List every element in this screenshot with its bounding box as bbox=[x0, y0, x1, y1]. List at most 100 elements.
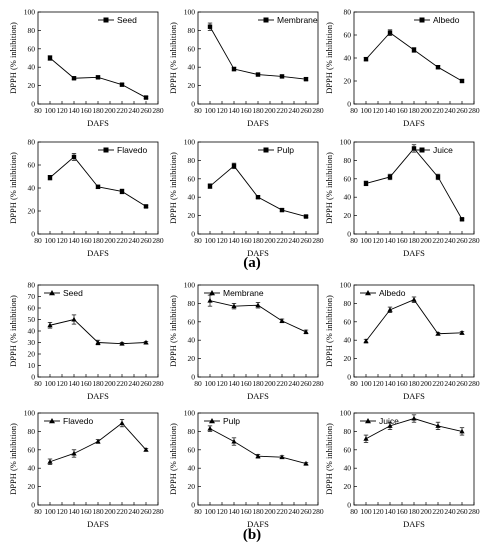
x-tick-label: 220 bbox=[276, 379, 288, 388]
data-point bbox=[303, 460, 309, 466]
data-point bbox=[119, 420, 125, 426]
x-tick-label: 220 bbox=[432, 106, 444, 115]
y-tick-label: 0 bbox=[31, 100, 35, 109]
y-tick-label: 20 bbox=[188, 81, 196, 90]
x-tick-label: 120 bbox=[56, 236, 68, 245]
y-tick-label: 60 bbox=[28, 304, 36, 313]
legend-label: Seed bbox=[117, 15, 137, 25]
x-tick-label: 180 bbox=[92, 507, 104, 516]
y-axis-label: DPPH (% inhibition) bbox=[168, 22, 178, 94]
y-tick-label: 0 bbox=[31, 373, 35, 382]
y-tick-label: 80 bbox=[344, 427, 352, 436]
y-tick-label: 40 bbox=[28, 184, 36, 193]
plot-frame bbox=[197, 284, 319, 378]
x-tick-label: 180 bbox=[408, 236, 420, 245]
x-tick-label: 280 bbox=[152, 507, 164, 516]
data-point bbox=[435, 330, 441, 336]
x-tick-label: 200 bbox=[420, 236, 432, 245]
data-point bbox=[279, 318, 285, 323]
legend-marker bbox=[103, 17, 109, 23]
y-tick-label: 80 bbox=[28, 138, 36, 147]
x-axis-label: DAFS bbox=[247, 519, 269, 529]
x-tick-label: 160 bbox=[240, 236, 252, 245]
x-tick-label: 120 bbox=[56, 379, 68, 388]
y-axis-label: DPPH (% inhibition) bbox=[8, 22, 18, 94]
data-point bbox=[95, 75, 101, 80]
y-tick-label: 20 bbox=[28, 350, 36, 359]
x-tick-label: 120 bbox=[216, 236, 228, 245]
x-tick-label: 160 bbox=[240, 507, 252, 516]
legend-marker bbox=[365, 418, 371, 424]
y-tick-label: 0 bbox=[347, 230, 351, 239]
data-point bbox=[47, 458, 53, 464]
x-tick-label: 200 bbox=[104, 507, 116, 516]
x-tick-label: 200 bbox=[264, 236, 276, 245]
x-tick-label: 240 bbox=[288, 106, 300, 115]
x-axis-label: DAFS bbox=[87, 391, 109, 401]
legend-label: Pulp bbox=[223, 416, 240, 426]
y-tick-label: 40 bbox=[28, 464, 36, 473]
x-tick-label: 120 bbox=[56, 507, 68, 516]
chart-a-juice: 80 100 120 140 160 180 200 220 240 260 28002040608… bbox=[324, 138, 480, 259]
y-tick-label: 20 bbox=[188, 482, 196, 491]
x-tick-label: 260 bbox=[456, 106, 468, 115]
x-tick-label: 180 bbox=[408, 106, 420, 115]
data-point bbox=[303, 76, 309, 82]
y-tick-label: 80 bbox=[344, 299, 352, 308]
x-tick-label: 200 bbox=[264, 507, 276, 516]
x-tick-label: 100 bbox=[44, 379, 56, 388]
y-tick-label: 80 bbox=[344, 156, 352, 165]
x-tick-label: 120 bbox=[216, 507, 228, 516]
x-tick-label: 160 bbox=[80, 507, 92, 516]
chart-a-albedo: 80 100 120 140 160 180 200 220 240 260 28002040608… bbox=[324, 8, 480, 129]
chart-b-membrane: 80 100 120 140 160 180 200 220 240 260 28002040608… bbox=[168, 281, 324, 402]
x-tick-label: 80 bbox=[34, 106, 42, 115]
x-tick-label: 140 bbox=[68, 106, 80, 115]
x-tick-label: 120 bbox=[372, 507, 384, 516]
y-axis-label: DPPH (% inhibition) bbox=[324, 152, 334, 224]
legend-marker bbox=[103, 147, 109, 153]
y-axis-label: DPPH (% inhibition) bbox=[8, 295, 18, 367]
x-axis-label: DAFS bbox=[87, 519, 109, 529]
x-tick-label: 260 bbox=[300, 507, 312, 516]
y-tick-label: 60 bbox=[28, 161, 36, 170]
data-point bbox=[387, 307, 393, 312]
data-point bbox=[95, 438, 101, 444]
y-tick-label: 20 bbox=[188, 354, 196, 363]
x-tick-label: 200 bbox=[104, 236, 116, 245]
y-tick-label: 40 bbox=[28, 327, 36, 336]
data-point bbox=[363, 181, 369, 186]
y-axis-label: DPPH (% inhibition) bbox=[324, 423, 334, 495]
data-point bbox=[411, 146, 417, 151]
data-point bbox=[143, 204, 149, 209]
x-tick-label: 160 bbox=[240, 379, 252, 388]
x-tick-label: 140 bbox=[228, 236, 240, 245]
y-tick-label: 40 bbox=[188, 193, 196, 202]
x-tick-label: 100 bbox=[204, 379, 216, 388]
x-tick-label: 100 bbox=[44, 106, 56, 115]
y-tick-label: 20 bbox=[28, 482, 36, 491]
x-tick-label: 220 bbox=[432, 507, 444, 516]
legend-label: Juice bbox=[433, 145, 453, 155]
data-point bbox=[435, 174, 441, 180]
x-tick-label: 260 bbox=[140, 236, 152, 245]
legend-marker bbox=[209, 290, 215, 296]
data-point bbox=[279, 207, 285, 213]
x-axis-label: DAFS bbox=[87, 248, 109, 258]
x-tick-label: 140 bbox=[228, 379, 240, 388]
data-point bbox=[363, 56, 369, 62]
x-tick-label: 260 bbox=[140, 379, 152, 388]
y-tick-label: 0 bbox=[31, 230, 35, 239]
x-tick-label: 240 bbox=[444, 106, 456, 115]
x-tick-label: 280 bbox=[152, 106, 164, 115]
x-tick-label: 80 bbox=[34, 507, 42, 516]
x-tick-label: 80 bbox=[194, 507, 202, 516]
legend-marker bbox=[49, 290, 55, 296]
plot-frame bbox=[197, 412, 319, 506]
legend-label: Flavedo bbox=[63, 416, 94, 426]
y-tick-label: 100 bbox=[184, 138, 196, 147]
x-tick-label: 160 bbox=[80, 236, 92, 245]
x-tick-label: 280 bbox=[468, 236, 480, 245]
legend-label: Flavedo bbox=[117, 145, 148, 155]
series-line bbox=[49, 156, 147, 207]
